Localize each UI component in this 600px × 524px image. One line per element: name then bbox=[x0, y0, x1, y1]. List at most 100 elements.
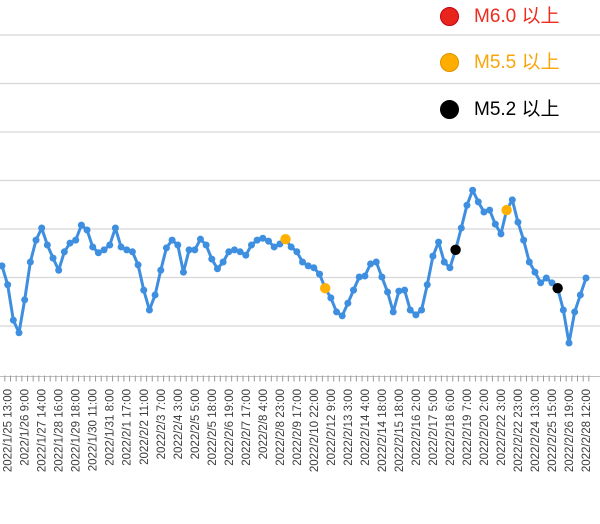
x-axis-label: 2022/2/17 5:00 bbox=[428, 389, 440, 466]
data-point bbox=[15, 329, 23, 337]
data-point bbox=[299, 258, 307, 266]
data-point bbox=[21, 296, 29, 304]
x-axis-label: 2022/1/30 11:00 bbox=[88, 389, 100, 471]
x-axis-label: 2022/2/12 9:00 bbox=[326, 389, 338, 466]
legend-item-m5.5: M5.5 以上 bbox=[440, 49, 560, 75]
magnitude-event-point bbox=[501, 204, 512, 216]
data-point bbox=[77, 221, 85, 229]
data-point-markers bbox=[0, 186, 590, 347]
x-axis-label: 2022/2/26 19:00 bbox=[564, 389, 576, 472]
x-axis-label: 2022/2/16 2:00 bbox=[411, 389, 423, 466]
data-point bbox=[4, 281, 12, 289]
data-point bbox=[514, 218, 522, 226]
x-axis-label: 2022/2/5 5:00 bbox=[190, 389, 202, 459]
x-axis-label: 2022/2/10 22:00 bbox=[309, 389, 321, 472]
magnitude-event-point bbox=[552, 282, 563, 294]
x-axis-label: 2022/1/27 14:00 bbox=[37, 389, 49, 472]
data-point bbox=[338, 312, 346, 320]
data-point bbox=[162, 244, 170, 252]
x-axis-label: 2022/2/20 2:00 bbox=[479, 389, 491, 466]
data-point bbox=[372, 258, 380, 266]
legend-label-m5.2: M5.2 以上 bbox=[474, 98, 560, 120]
data-point bbox=[230, 246, 238, 254]
data-point bbox=[559, 306, 567, 314]
data-point bbox=[423, 281, 431, 289]
data-point bbox=[140, 286, 148, 294]
activity-line-series bbox=[0, 188, 588, 345]
data-point bbox=[225, 248, 233, 256]
x-axis-labels: 2022/1/25 13:00 2022/1/26 9:00 2022/1/27 1… bbox=[3, 389, 593, 472]
legend-label-m6.0: M6.0 以上 bbox=[474, 5, 560, 27]
gridlines bbox=[0, 34, 600, 327]
data-point bbox=[565, 339, 573, 347]
x-axis-label: 2022/2/9 17:00 bbox=[292, 389, 304, 466]
data-point bbox=[412, 311, 420, 319]
data-point bbox=[406, 306, 414, 314]
data-point bbox=[508, 196, 516, 204]
data-point bbox=[106, 241, 114, 249]
data-point bbox=[259, 234, 267, 242]
data-point bbox=[480, 208, 488, 216]
data-point bbox=[191, 246, 199, 254]
data-point bbox=[236, 248, 244, 256]
data-point bbox=[440, 258, 448, 266]
data-point bbox=[548, 279, 556, 287]
x-axis-label: 2022/1/28 16:00 bbox=[54, 389, 66, 472]
data-point bbox=[542, 274, 550, 282]
data-point bbox=[384, 288, 392, 296]
data-point bbox=[72, 236, 80, 244]
x-axis-label: 2022/1/25 13:00 bbox=[3, 389, 15, 472]
data-point bbox=[395, 287, 403, 295]
data-point bbox=[457, 224, 465, 232]
data-point bbox=[26, 258, 34, 266]
data-point bbox=[49, 254, 57, 262]
data-point bbox=[168, 236, 176, 244]
data-point bbox=[418, 306, 426, 314]
data-point bbox=[429, 252, 437, 260]
data-point bbox=[287, 243, 295, 251]
magnitude-event-point bbox=[450, 244, 461, 256]
x-axis-label: 2022/2/19 7:00 bbox=[462, 389, 474, 466]
data-point bbox=[151, 291, 159, 299]
data-point bbox=[179, 268, 187, 276]
data-point bbox=[378, 273, 386, 281]
data-point bbox=[100, 246, 108, 254]
x-axis-label: 2022/2/14 18:00 bbox=[377, 389, 389, 472]
data-point bbox=[89, 243, 97, 251]
data-point bbox=[94, 249, 102, 257]
data-point bbox=[242, 251, 250, 259]
x-axis-label: 2022/2/2 11:00 bbox=[139, 389, 151, 465]
data-point bbox=[253, 236, 261, 244]
data-point bbox=[123, 246, 131, 254]
x-axis-label: 2022/2/8 4:00 bbox=[258, 389, 270, 459]
data-point bbox=[469, 186, 477, 194]
data-point bbox=[582, 274, 590, 282]
magnitude-event-point bbox=[319, 282, 331, 294]
x-axis-label: 2022/2/14 4:00 bbox=[360, 389, 372, 466]
x-axis-label: 2022/1/26 9:00 bbox=[20, 389, 32, 466]
data-point bbox=[310, 264, 318, 272]
x-axis-label: 2022/2/25 15:00 bbox=[547, 389, 559, 472]
x-axis-label: 2022/2/4 3:00 bbox=[173, 389, 185, 459]
x-axis-label: 2022/2/18 6:00 bbox=[445, 389, 457, 466]
data-point bbox=[196, 235, 204, 243]
data-point bbox=[145, 306, 153, 314]
x-axis-label: 2022/2/3 7:00 bbox=[156, 389, 168, 459]
data-point bbox=[367, 260, 375, 268]
x-axis-label: 2022/1/29 18:00 bbox=[71, 389, 83, 472]
data-point bbox=[208, 255, 216, 263]
data-point bbox=[9, 316, 17, 324]
data-point bbox=[304, 262, 312, 270]
data-point bbox=[520, 236, 528, 244]
data-point bbox=[327, 294, 335, 302]
x-axis-label: 2022/2/7 17:00 bbox=[241, 389, 253, 466]
legend-label-m5.5: M5.5 以上 bbox=[474, 51, 560, 73]
x-axis-label: 2022/2/22 3:00 bbox=[496, 389, 508, 466]
data-point bbox=[174, 241, 182, 249]
data-point bbox=[157, 266, 165, 274]
data-point bbox=[333, 308, 341, 316]
x-axis-label: 2022/2/6 19:00 bbox=[224, 389, 236, 466]
x-axis-label: 2022/2/28 12:00 bbox=[581, 389, 593, 472]
